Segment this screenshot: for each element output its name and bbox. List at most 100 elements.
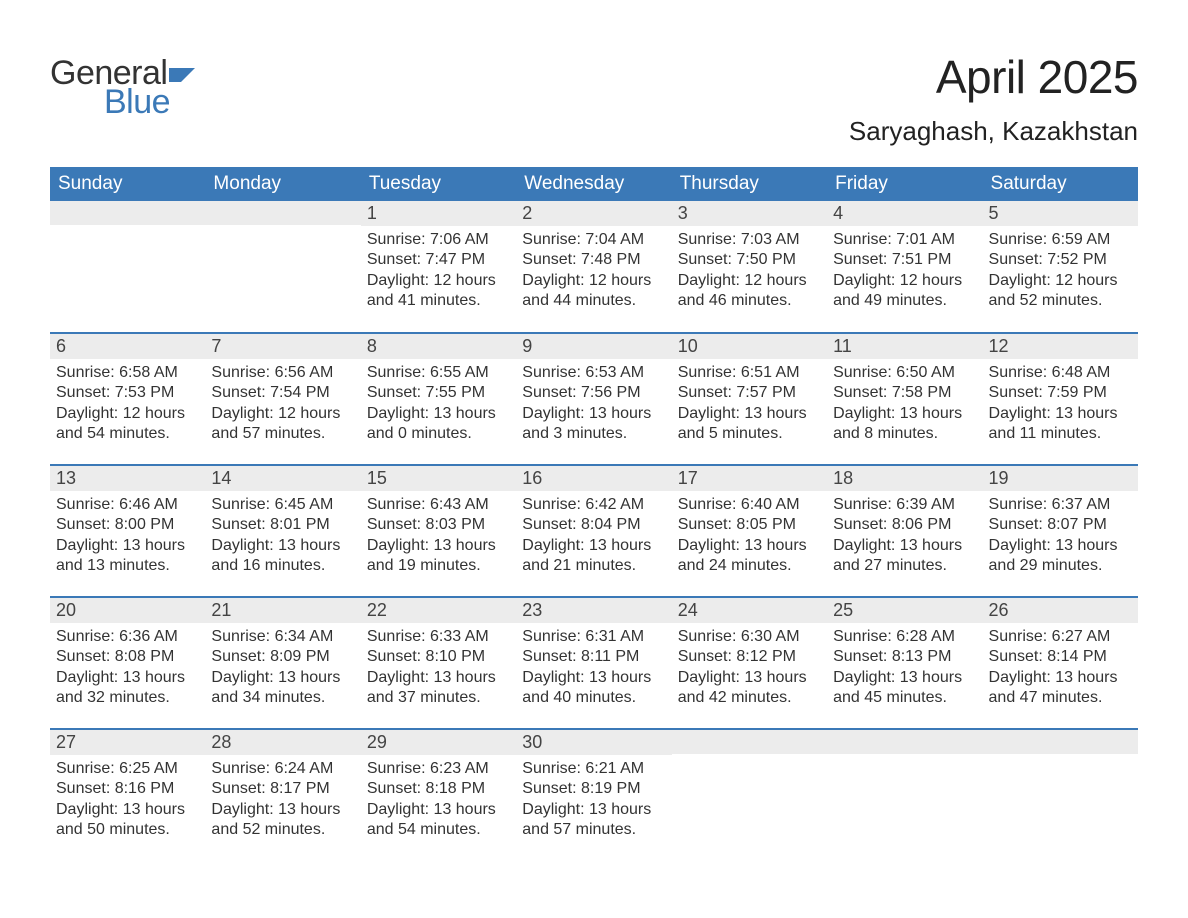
day-number: 12 [983,334,1138,359]
brand-blue-text: Blue [104,83,170,122]
calendar-cell: 24Sunrise: 6:30 AMSunset: 8:12 PMDayligh… [672,597,827,729]
daylight-text: Daylight: 13 hours and 19 minutes. [367,536,510,577]
day-content: Sunrise: 6:23 AMSunset: 8:18 PMDaylight:… [361,755,516,847]
daylight-text: Daylight: 13 hours and 24 minutes. [678,536,821,577]
day-content: Sunrise: 7:01 AMSunset: 7:51 PMDaylight:… [827,226,982,318]
sunset-text: Sunset: 8:11 PM [522,647,665,667]
daylight-text: Daylight: 13 hours and 27 minutes. [833,536,976,577]
day-number: 10 [672,334,827,359]
sunrise-text: Sunrise: 6:40 AM [678,495,821,515]
location-label: Saryaghash, Kazakhstan [849,116,1138,147]
sunset-text: Sunset: 7:55 PM [367,383,510,403]
calendar-cell: 22Sunrise: 6:33 AMSunset: 8:10 PMDayligh… [361,597,516,729]
sunrise-text: Sunrise: 7:06 AM [367,230,510,250]
day-number: 11 [827,334,982,359]
day-content: Sunrise: 6:55 AMSunset: 7:55 PMDaylight:… [361,359,516,451]
calendar-week-row: 1Sunrise: 7:06 AMSunset: 7:47 PMDaylight… [50,201,1138,333]
daylight-text: Daylight: 12 hours and 54 minutes. [56,404,199,445]
sunrise-text: Sunrise: 6:42 AM [522,495,665,515]
day-number: 19 [983,466,1138,491]
day-content: Sunrise: 6:42 AMSunset: 8:04 PMDaylight:… [516,491,671,583]
sunrise-text: Sunrise: 6:51 AM [678,363,821,383]
sunrise-text: Sunrise: 6:43 AM [367,495,510,515]
weekday-header: Tuesday [361,167,516,201]
calendar-cell: 12Sunrise: 6:48 AMSunset: 7:59 PMDayligh… [983,333,1138,465]
daylight-text: Daylight: 13 hours and 54 minutes. [367,800,510,841]
daylight-text: Daylight: 13 hours and 52 minutes. [211,800,354,841]
calendar-cell [205,201,360,333]
day-number: 5 [983,201,1138,226]
calendar-cell: 13Sunrise: 6:46 AMSunset: 8:00 PMDayligh… [50,465,205,597]
sunrise-text: Sunrise: 6:56 AM [211,363,354,383]
daylight-text: Daylight: 12 hours and 52 minutes. [989,271,1132,312]
day-content: Sunrise: 6:43 AMSunset: 8:03 PMDaylight:… [361,491,516,583]
day-content: Sunrise: 6:36 AMSunset: 8:08 PMDaylight:… [50,623,205,715]
calendar-cell: 6Sunrise: 6:58 AMSunset: 7:53 PMDaylight… [50,333,205,465]
day-content: Sunrise: 6:46 AMSunset: 8:00 PMDaylight:… [50,491,205,583]
calendar-cell: 18Sunrise: 6:39 AMSunset: 8:06 PMDayligh… [827,465,982,597]
day-number: 25 [827,598,982,623]
sunset-text: Sunset: 8:12 PM [678,647,821,667]
sunrise-text: Sunrise: 6:21 AM [522,759,665,779]
sunrise-text: Sunrise: 6:28 AM [833,627,976,647]
calendar-cell: 5Sunrise: 6:59 AMSunset: 7:52 PMDaylight… [983,201,1138,333]
daylight-text: Daylight: 13 hours and 34 minutes. [211,668,354,709]
day-number: 18 [827,466,982,491]
day-number: 23 [516,598,671,623]
calendar-cell: 3Sunrise: 7:03 AMSunset: 7:50 PMDaylight… [672,201,827,333]
day-content: Sunrise: 6:39 AMSunset: 8:06 PMDaylight:… [827,491,982,583]
weekday-header: Thursday [672,167,827,201]
day-content: Sunrise: 6:34 AMSunset: 8:09 PMDaylight:… [205,623,360,715]
daylight-text: Daylight: 13 hours and 50 minutes. [56,800,199,841]
calendar-cell: 14 Sunrise: 6:45 AMSunset: 8:01 PMDayligh… [205,465,360,597]
sunset-text: Sunset: 8:01 PM [211,515,354,535]
day-number [827,730,982,754]
calendar-cell: 30Sunrise: 6:21 AMSunset: 8:19 PMDayligh… [516,729,671,861]
calendar-cell [50,201,205,333]
day-number: 14 [205,466,360,491]
sunset-text: Sunset: 8:03 PM [367,515,510,535]
sunrise-text: Sunrise: 7:03 AM [678,230,821,250]
day-number: 26 [983,598,1138,623]
daylight-text: Daylight: 13 hours and 16 minutes. [211,536,354,577]
sunset-text: Sunset: 8:04 PM [522,515,665,535]
sunrise-text: Sunrise: 6:24 AM [211,759,354,779]
sunset-text: Sunset: 8:06 PM [833,515,976,535]
weekday-header: Saturday [983,167,1138,201]
daylight-text: Daylight: 13 hours and 3 minutes. [522,404,665,445]
sunset-text: Sunset: 7:57 PM [678,383,821,403]
calendar-cell: 20Sunrise: 6:36 AMSunset: 8:08 PMDayligh… [50,597,205,729]
day-content: Sunrise: 6:33 AMSunset: 8:10 PMDaylight:… [361,623,516,715]
sunrise-text: Sunrise: 6:45 AM [211,495,354,515]
day-content: Sunrise: 7:03 AMSunset: 7:50 PMDaylight:… [672,226,827,318]
calendar-table: Sunday Monday Tuesday Wednesday Thursday… [50,167,1138,861]
daylight-text: Daylight: 12 hours and 57 minutes. [211,404,354,445]
sunset-text: Sunset: 7:58 PM [833,383,976,403]
daylight-text: Daylight: 13 hours and 45 minutes. [833,668,976,709]
calendar-cell: 1Sunrise: 7:06 AMSunset: 7:47 PMDaylight… [361,201,516,333]
day-number [983,730,1138,754]
sunset-text: Sunset: 8:19 PM [522,779,665,799]
sunset-text: Sunset: 7:59 PM [989,383,1132,403]
sunset-text: Sunset: 8:10 PM [367,647,510,667]
daylight-text: Daylight: 13 hours and 57 minutes. [522,800,665,841]
day-number: 8 [361,334,516,359]
day-number [205,201,360,225]
sunrise-text: Sunrise: 6:27 AM [989,627,1132,647]
sunset-text: Sunset: 7:51 PM [833,250,976,270]
daylight-text: Daylight: 13 hours and 40 minutes. [522,668,665,709]
day-number: 16 [516,466,671,491]
daylight-text: Daylight: 13 hours and 8 minutes. [833,404,976,445]
calendar-cell: 2Sunrise: 7:04 AMSunset: 7:48 PMDaylight… [516,201,671,333]
daylight-text: Daylight: 13 hours and 47 minutes. [989,668,1132,709]
sunset-text: Sunset: 8:07 PM [989,515,1132,535]
day-number: 28 [205,730,360,755]
weekday-header-row: Sunday Monday Tuesday Wednesday Thursday… [50,167,1138,201]
sunrise-text: Sunrise: 6:55 AM [367,363,510,383]
title-block: April 2025 Saryaghash, Kazakhstan [849,50,1138,147]
day-number: 15 [361,466,516,491]
day-content: Sunrise: 6:51 AMSunset: 7:57 PMDaylight:… [672,359,827,451]
calendar-cell: 29Sunrise: 6:23 AMSunset: 8:18 PMDayligh… [361,729,516,861]
sunrise-text: Sunrise: 6:31 AM [522,627,665,647]
day-number: 21 [205,598,360,623]
